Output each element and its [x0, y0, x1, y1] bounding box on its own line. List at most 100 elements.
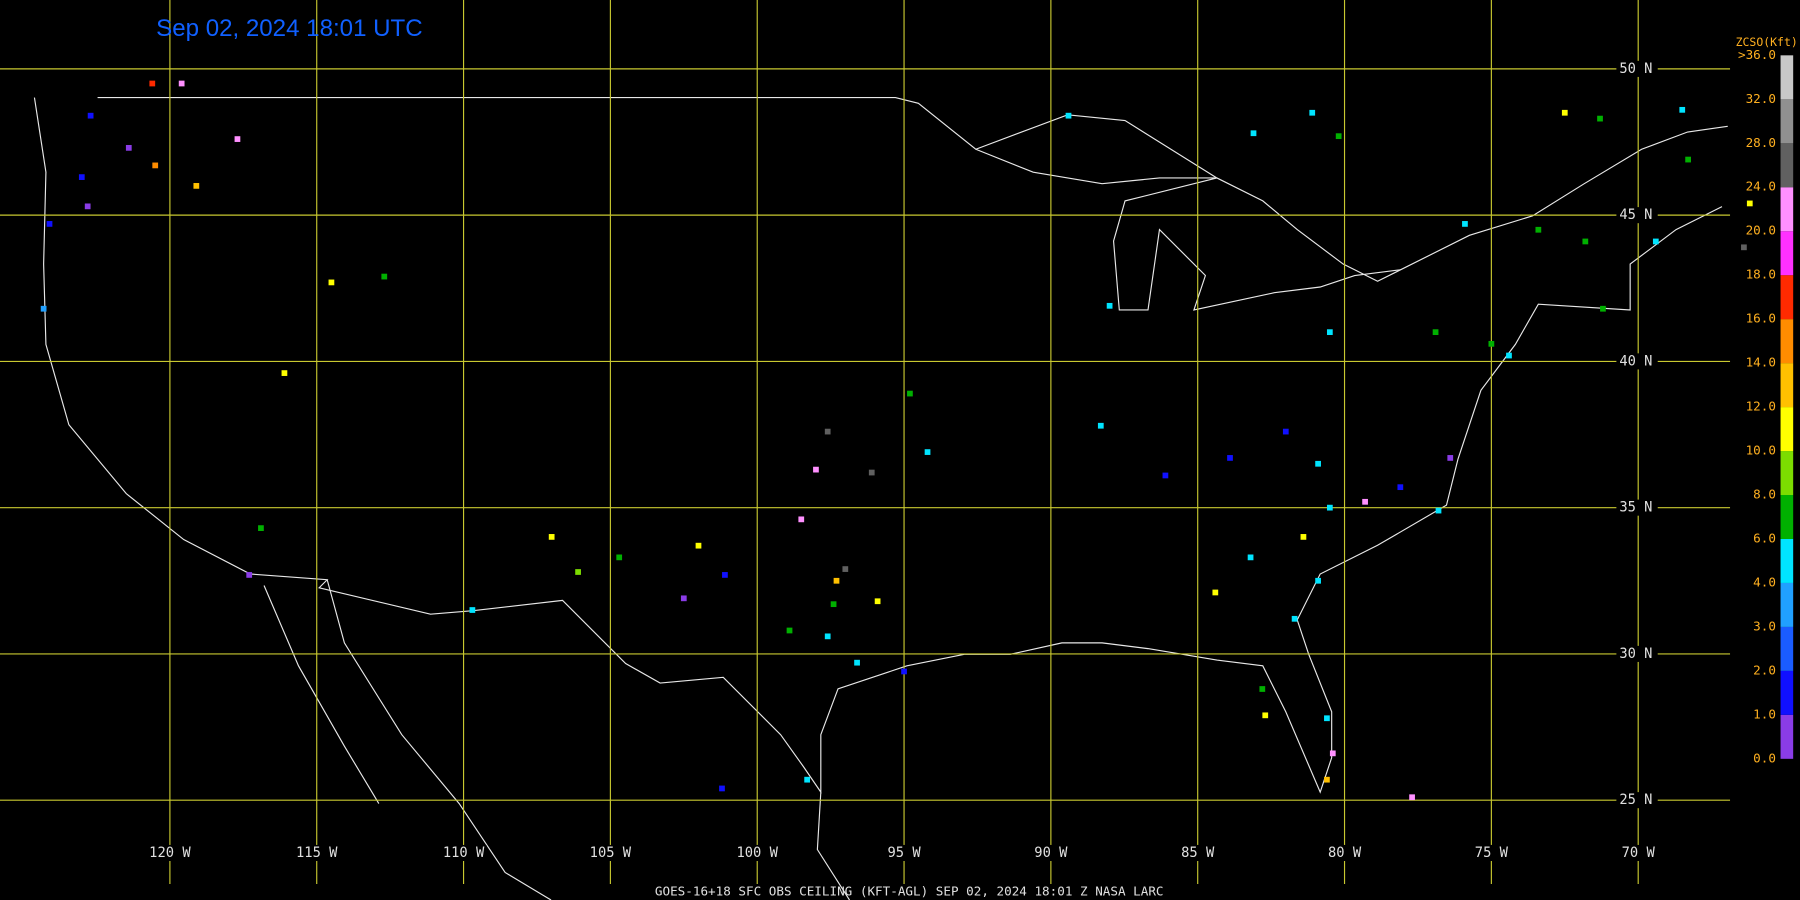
label-backdrop	[1615, 844, 1662, 861]
station	[46, 221, 53, 227]
station	[1506, 352, 1512, 359]
legend-title: ZCSO(Kft)	[1736, 35, 1798, 49]
station	[1326, 504, 1333, 511]
station	[1362, 498, 1368, 505]
legend-band	[1780, 626, 1794, 671]
station	[1535, 226, 1542, 233]
station	[152, 162, 159, 169]
legend-label: 28.0	[1746, 135, 1776, 150]
legend-label: 2.0	[1753, 662, 1776, 677]
legend-label: 1.0	[1753, 706, 1776, 721]
station	[833, 577, 840, 584]
station	[258, 525, 264, 531]
station	[1397, 484, 1404, 491]
legend-band	[1780, 582, 1794, 627]
legend-label: >36.0	[1738, 47, 1776, 62]
station	[1291, 615, 1298, 622]
station	[695, 542, 702, 549]
legend-band	[1780, 363, 1794, 408]
legend-band	[1780, 99, 1794, 144]
lat-label: 40 N	[1619, 353, 1652, 369]
station	[1488, 340, 1495, 347]
station	[575, 569, 581, 575]
station	[868, 469, 875, 476]
station	[246, 572, 253, 578]
legend-band	[1780, 55, 1794, 100]
station	[125, 144, 132, 151]
station	[1309, 109, 1316, 116]
lat-label: 30 N	[1619, 646, 1652, 662]
label-backdrop	[1616, 645, 1658, 662]
station	[680, 595, 687, 602]
legend-label: 0.0	[1753, 750, 1776, 765]
station	[907, 390, 913, 397]
station	[1597, 115, 1603, 122]
station	[722, 572, 728, 578]
station	[1435, 507, 1442, 514]
lon-label: 90 W	[1034, 845, 1068, 861]
lon-label: 75 W	[1475, 845, 1509, 861]
legend-band	[1780, 319, 1794, 364]
station	[78, 174, 85, 180]
station	[469, 607, 476, 613]
legend-band	[1780, 714, 1794, 759]
legend-band	[1780, 231, 1794, 276]
station	[1462, 221, 1468, 227]
legend-label: 14.0	[1746, 355, 1776, 370]
station	[1106, 302, 1113, 309]
legend-label: 12.0	[1746, 399, 1776, 414]
label-backdrop	[440, 844, 487, 861]
lon-label: 115 W	[296, 845, 338, 861]
legend-band	[1780, 538, 1794, 583]
station	[901, 668, 907, 675]
legend-label: 10.0	[1746, 443, 1776, 458]
station	[1746, 200, 1753, 207]
station	[1282, 428, 1289, 435]
station	[84, 203, 91, 210]
lon-label: 95 W	[887, 845, 921, 861]
legend-band	[1780, 275, 1794, 320]
station	[1326, 329, 1333, 336]
station	[1212, 589, 1219, 596]
station	[1432, 329, 1439, 336]
lat-label: 25 N	[1619, 792, 1652, 808]
legend-label: 16.0	[1746, 311, 1776, 326]
station	[1324, 776, 1330, 783]
station	[1561, 109, 1568, 116]
lat-label: 45 N	[1619, 207, 1652, 223]
mexico-gulf	[816, 792, 851, 900]
station	[854, 659, 860, 666]
station	[830, 601, 837, 608]
label-backdrop	[587, 844, 634, 861]
station	[328, 279, 335, 286]
station	[1600, 305, 1606, 312]
station	[1315, 577, 1321, 584]
legend-label: 20.0	[1746, 223, 1776, 238]
station	[40, 305, 47, 312]
baja	[263, 585, 380, 804]
legend-label: 32.0	[1746, 91, 1776, 106]
footer: GOES-16+18 SFC OBS CEILING (KFT-AGL) SEP…	[655, 883, 1164, 898]
station	[616, 554, 623, 561]
station	[1259, 686, 1266, 692]
legend-band	[1780, 670, 1794, 715]
great-lakes	[975, 148, 1401, 311]
station	[1227, 455, 1233, 461]
station	[1329, 750, 1336, 757]
label-backdrop	[1027, 844, 1074, 861]
label-backdrop	[146, 844, 193, 861]
station	[281, 370, 288, 376]
station	[1162, 472, 1169, 479]
station	[234, 136, 241, 142]
legend-label: 6.0	[1753, 530, 1776, 545]
station	[381, 273, 388, 280]
station	[178, 80, 185, 87]
label-backdrop	[1616, 499, 1658, 516]
station	[87, 112, 94, 119]
station	[1685, 156, 1691, 163]
station	[1741, 244, 1747, 251]
station	[842, 566, 849, 572]
